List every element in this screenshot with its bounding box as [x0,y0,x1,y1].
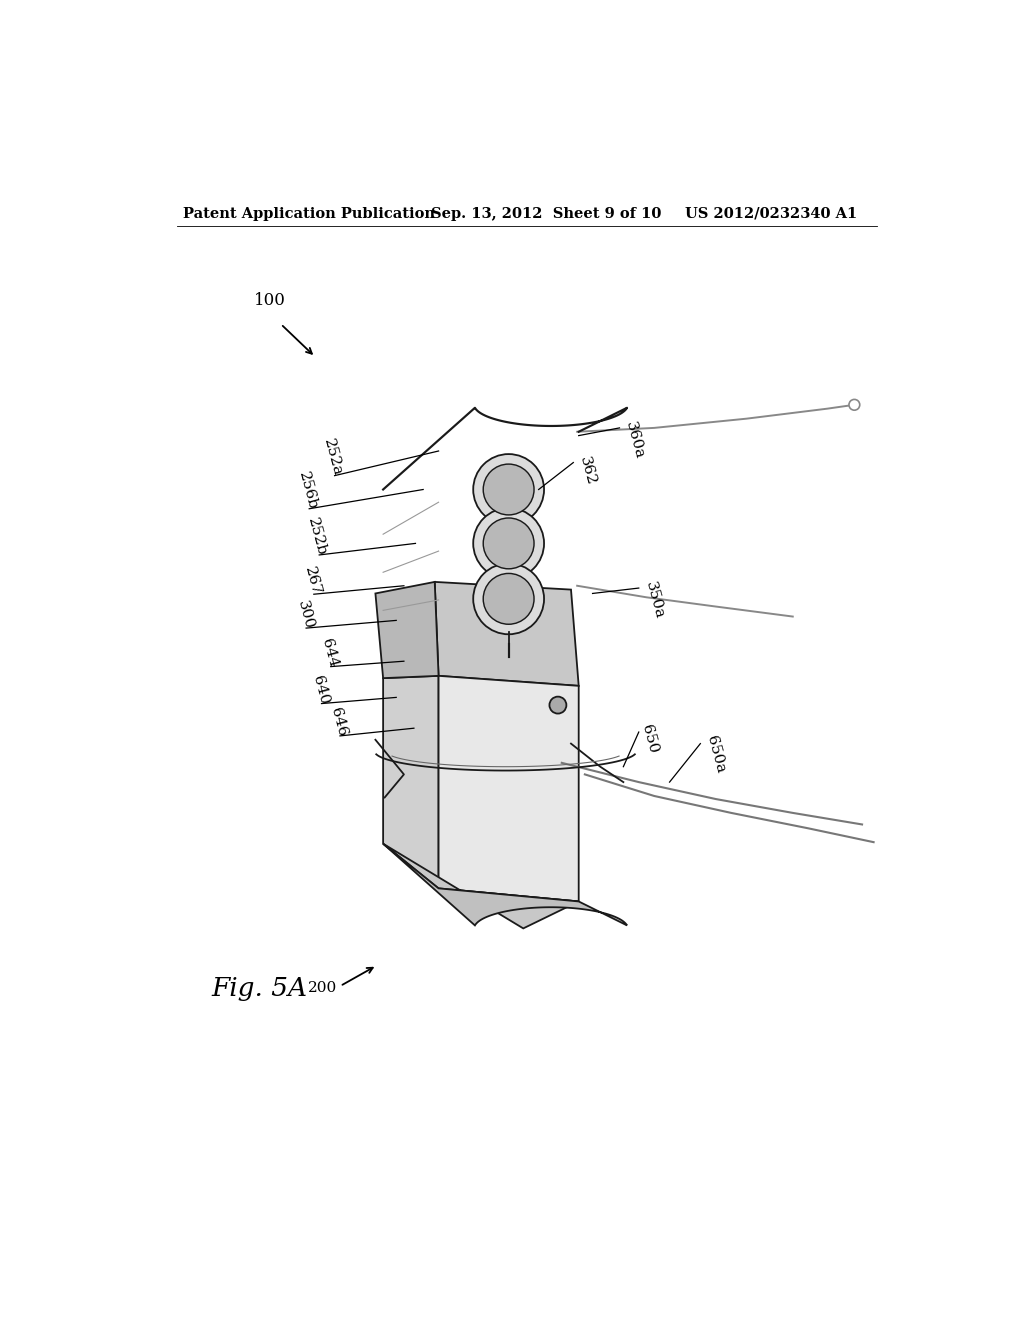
Text: 640: 640 [310,675,331,706]
Circle shape [483,517,535,569]
Text: Sep. 13, 2012  Sheet 9 of 10: Sep. 13, 2012 Sheet 9 of 10 [431,207,662,220]
Circle shape [473,508,544,579]
Text: 650: 650 [639,723,659,755]
Text: 646: 646 [329,706,349,738]
Polygon shape [383,843,627,925]
Text: 350a: 350a [643,581,666,620]
Text: 256b: 256b [296,470,319,511]
Text: 300: 300 [295,599,315,631]
Circle shape [849,400,860,411]
Text: 267: 267 [302,565,324,597]
Circle shape [483,465,535,515]
Text: US 2012/0232340 A1: US 2012/0232340 A1 [685,207,857,220]
Text: 644: 644 [319,638,340,669]
Polygon shape [383,843,579,928]
Circle shape [550,697,566,714]
Text: 362: 362 [578,455,598,487]
Text: 360a: 360a [624,421,647,461]
Text: 650a: 650a [705,735,728,775]
Circle shape [483,573,535,624]
Text: 100: 100 [254,292,286,309]
Polygon shape [438,676,579,902]
Circle shape [473,454,544,525]
Text: 252a: 252a [321,437,344,478]
Polygon shape [383,676,438,888]
Text: Fig. 5A: Fig. 5A [211,975,307,1001]
Polygon shape [435,582,579,686]
Text: Patent Application Publication: Patent Application Publication [183,207,435,220]
Circle shape [473,564,544,635]
Text: 200: 200 [307,981,337,995]
Polygon shape [376,582,438,678]
Text: 252b: 252b [305,516,329,557]
